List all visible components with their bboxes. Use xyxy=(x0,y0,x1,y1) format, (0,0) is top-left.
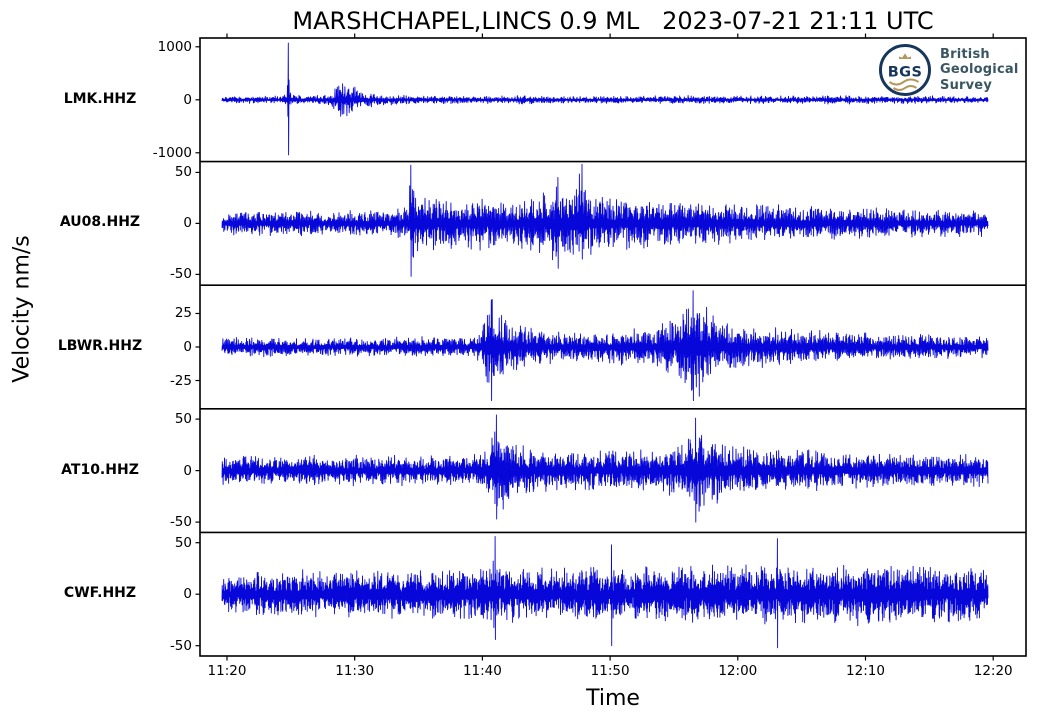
strata-waves-icon xyxy=(888,78,920,86)
y-tick-label: 0 xyxy=(183,586,192,603)
channel-label-at10: AT10.HHZ xyxy=(61,461,139,478)
trace-at10-hhz xyxy=(221,414,989,523)
x-tick-label: 11:50 xyxy=(590,663,630,679)
bgs-logo-icon: BGS xyxy=(879,44,931,96)
strata-waves-icon xyxy=(892,85,918,91)
y-tick-label: -1000 xyxy=(152,144,192,161)
channel-label-cwf: CWF.HHZ xyxy=(63,585,137,602)
y-tick-label: 0 xyxy=(183,339,192,355)
y-tick-label: 50 xyxy=(174,411,192,428)
y-tick-label: -50 xyxy=(169,266,192,283)
trace-cwf-hhz xyxy=(221,536,989,649)
x-axis-label: Time xyxy=(586,686,640,711)
y-tick-label: -25 xyxy=(169,372,192,389)
bgs-logo: BGS British Geological Survey xyxy=(877,42,1019,98)
plot-area xyxy=(195,33,1027,661)
y-tick-label: 0 xyxy=(183,215,192,232)
y-tick-label: 1000 xyxy=(157,38,192,55)
x-tick-label: 11:30 xyxy=(335,663,375,679)
channel-label-lbwr: LBWR.HHZ xyxy=(57,338,143,354)
trace-au08-hhz xyxy=(221,163,989,277)
y-tick-label: 50 xyxy=(174,164,192,181)
bgs-abbr: BGS xyxy=(888,65,923,81)
trace-lbwr-hhz xyxy=(221,290,989,402)
crown-icon xyxy=(899,53,911,59)
x-tick-label: 11:20 xyxy=(207,663,247,679)
y-tick-label: -50 xyxy=(169,514,192,531)
channel-label-au08: AU08.HHZ xyxy=(59,214,141,231)
channel-label-lmk: LMK.HHZ xyxy=(63,90,137,107)
y-tick-label: 0 xyxy=(183,91,192,108)
y-tick-label: 0 xyxy=(183,462,192,479)
bgs-logo-text: British Geological Survey xyxy=(940,47,1019,94)
y-tick-label: -50 xyxy=(169,637,192,654)
y-axis-label: Velocity nm/s xyxy=(9,235,35,383)
x-tick-label: 11:40 xyxy=(462,663,502,679)
logo-line: British xyxy=(940,46,990,62)
x-tick-label: 12:00 xyxy=(718,663,758,679)
y-tick-label: 25 xyxy=(174,305,192,322)
y-tick-label: 50 xyxy=(174,534,192,551)
x-tick-label: 12:10 xyxy=(846,663,885,679)
chart-title: MARSHCHAPEL,LINCS 0.9 ML 2023-07-21 21:1… xyxy=(292,7,934,35)
trace-lmk-hhz xyxy=(221,42,989,156)
x-tick-label: 12:20 xyxy=(973,663,1013,679)
logo-line: Survey xyxy=(940,77,992,93)
logo-line: Geological xyxy=(940,62,1019,78)
